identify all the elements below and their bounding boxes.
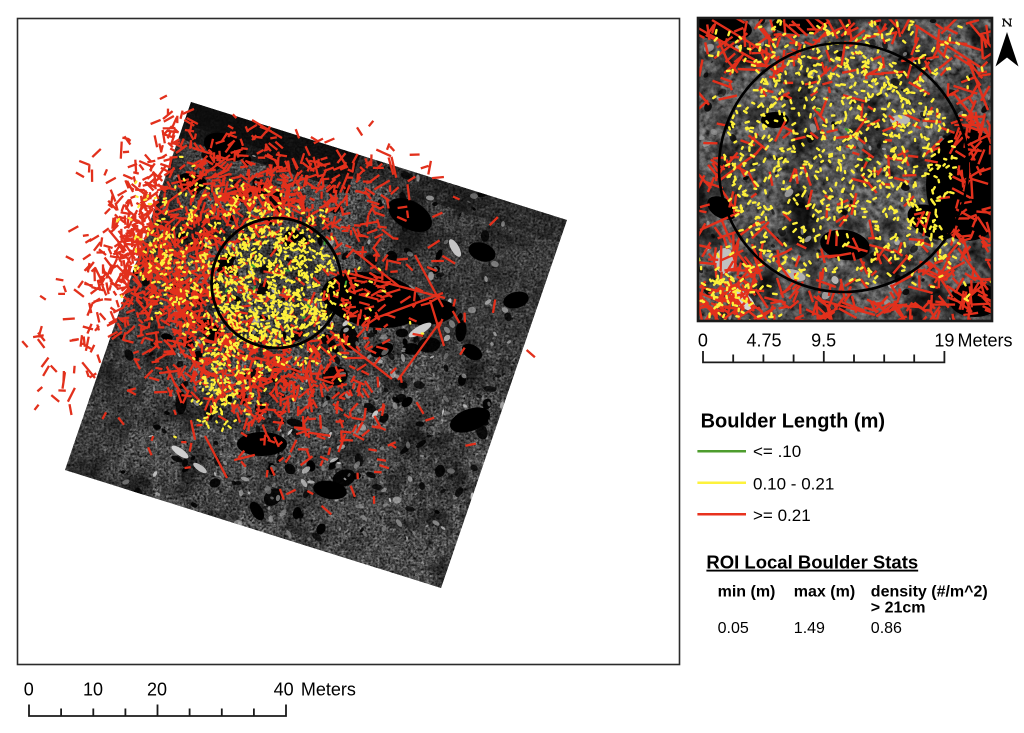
svg-text:4.75: 4.75 [746,331,781,351]
svg-text:10: 10 [83,680,103,700]
svg-text:19: 19 [934,331,954,351]
svg-text:1.49: 1.49 [794,620,825,637]
svg-text:> 21cm: > 21cm [871,600,926,617]
svg-text:40: 40 [274,680,294,700]
svg-text:Meters: Meters [958,331,1013,351]
svg-text:<= .10: <= .10 [753,442,801,461]
svg-text:0.05: 0.05 [718,620,749,637]
svg-text:0.86: 0.86 [871,620,902,637]
svg-text:Meters: Meters [301,680,356,700]
svg-text:min (m): min (m) [718,583,776,600]
svg-text:ROI Local Boulder Stats: ROI Local Boulder Stats [706,552,918,573]
svg-text:max (m): max (m) [794,583,855,600]
svg-text:20: 20 [147,680,167,700]
svg-text:0: 0 [24,680,34,700]
svg-text:9.5: 9.5 [811,331,836,351]
svg-text:>= 0.21: >= 0.21 [753,506,811,525]
svg-text:0: 0 [698,331,708,351]
svg-text:0.10 - 0.21: 0.10 - 0.21 [753,475,834,494]
svg-text:Boulder Length (m): Boulder Length (m) [701,410,885,432]
svg-text:density (#/m^2): density (#/m^2) [871,583,988,600]
